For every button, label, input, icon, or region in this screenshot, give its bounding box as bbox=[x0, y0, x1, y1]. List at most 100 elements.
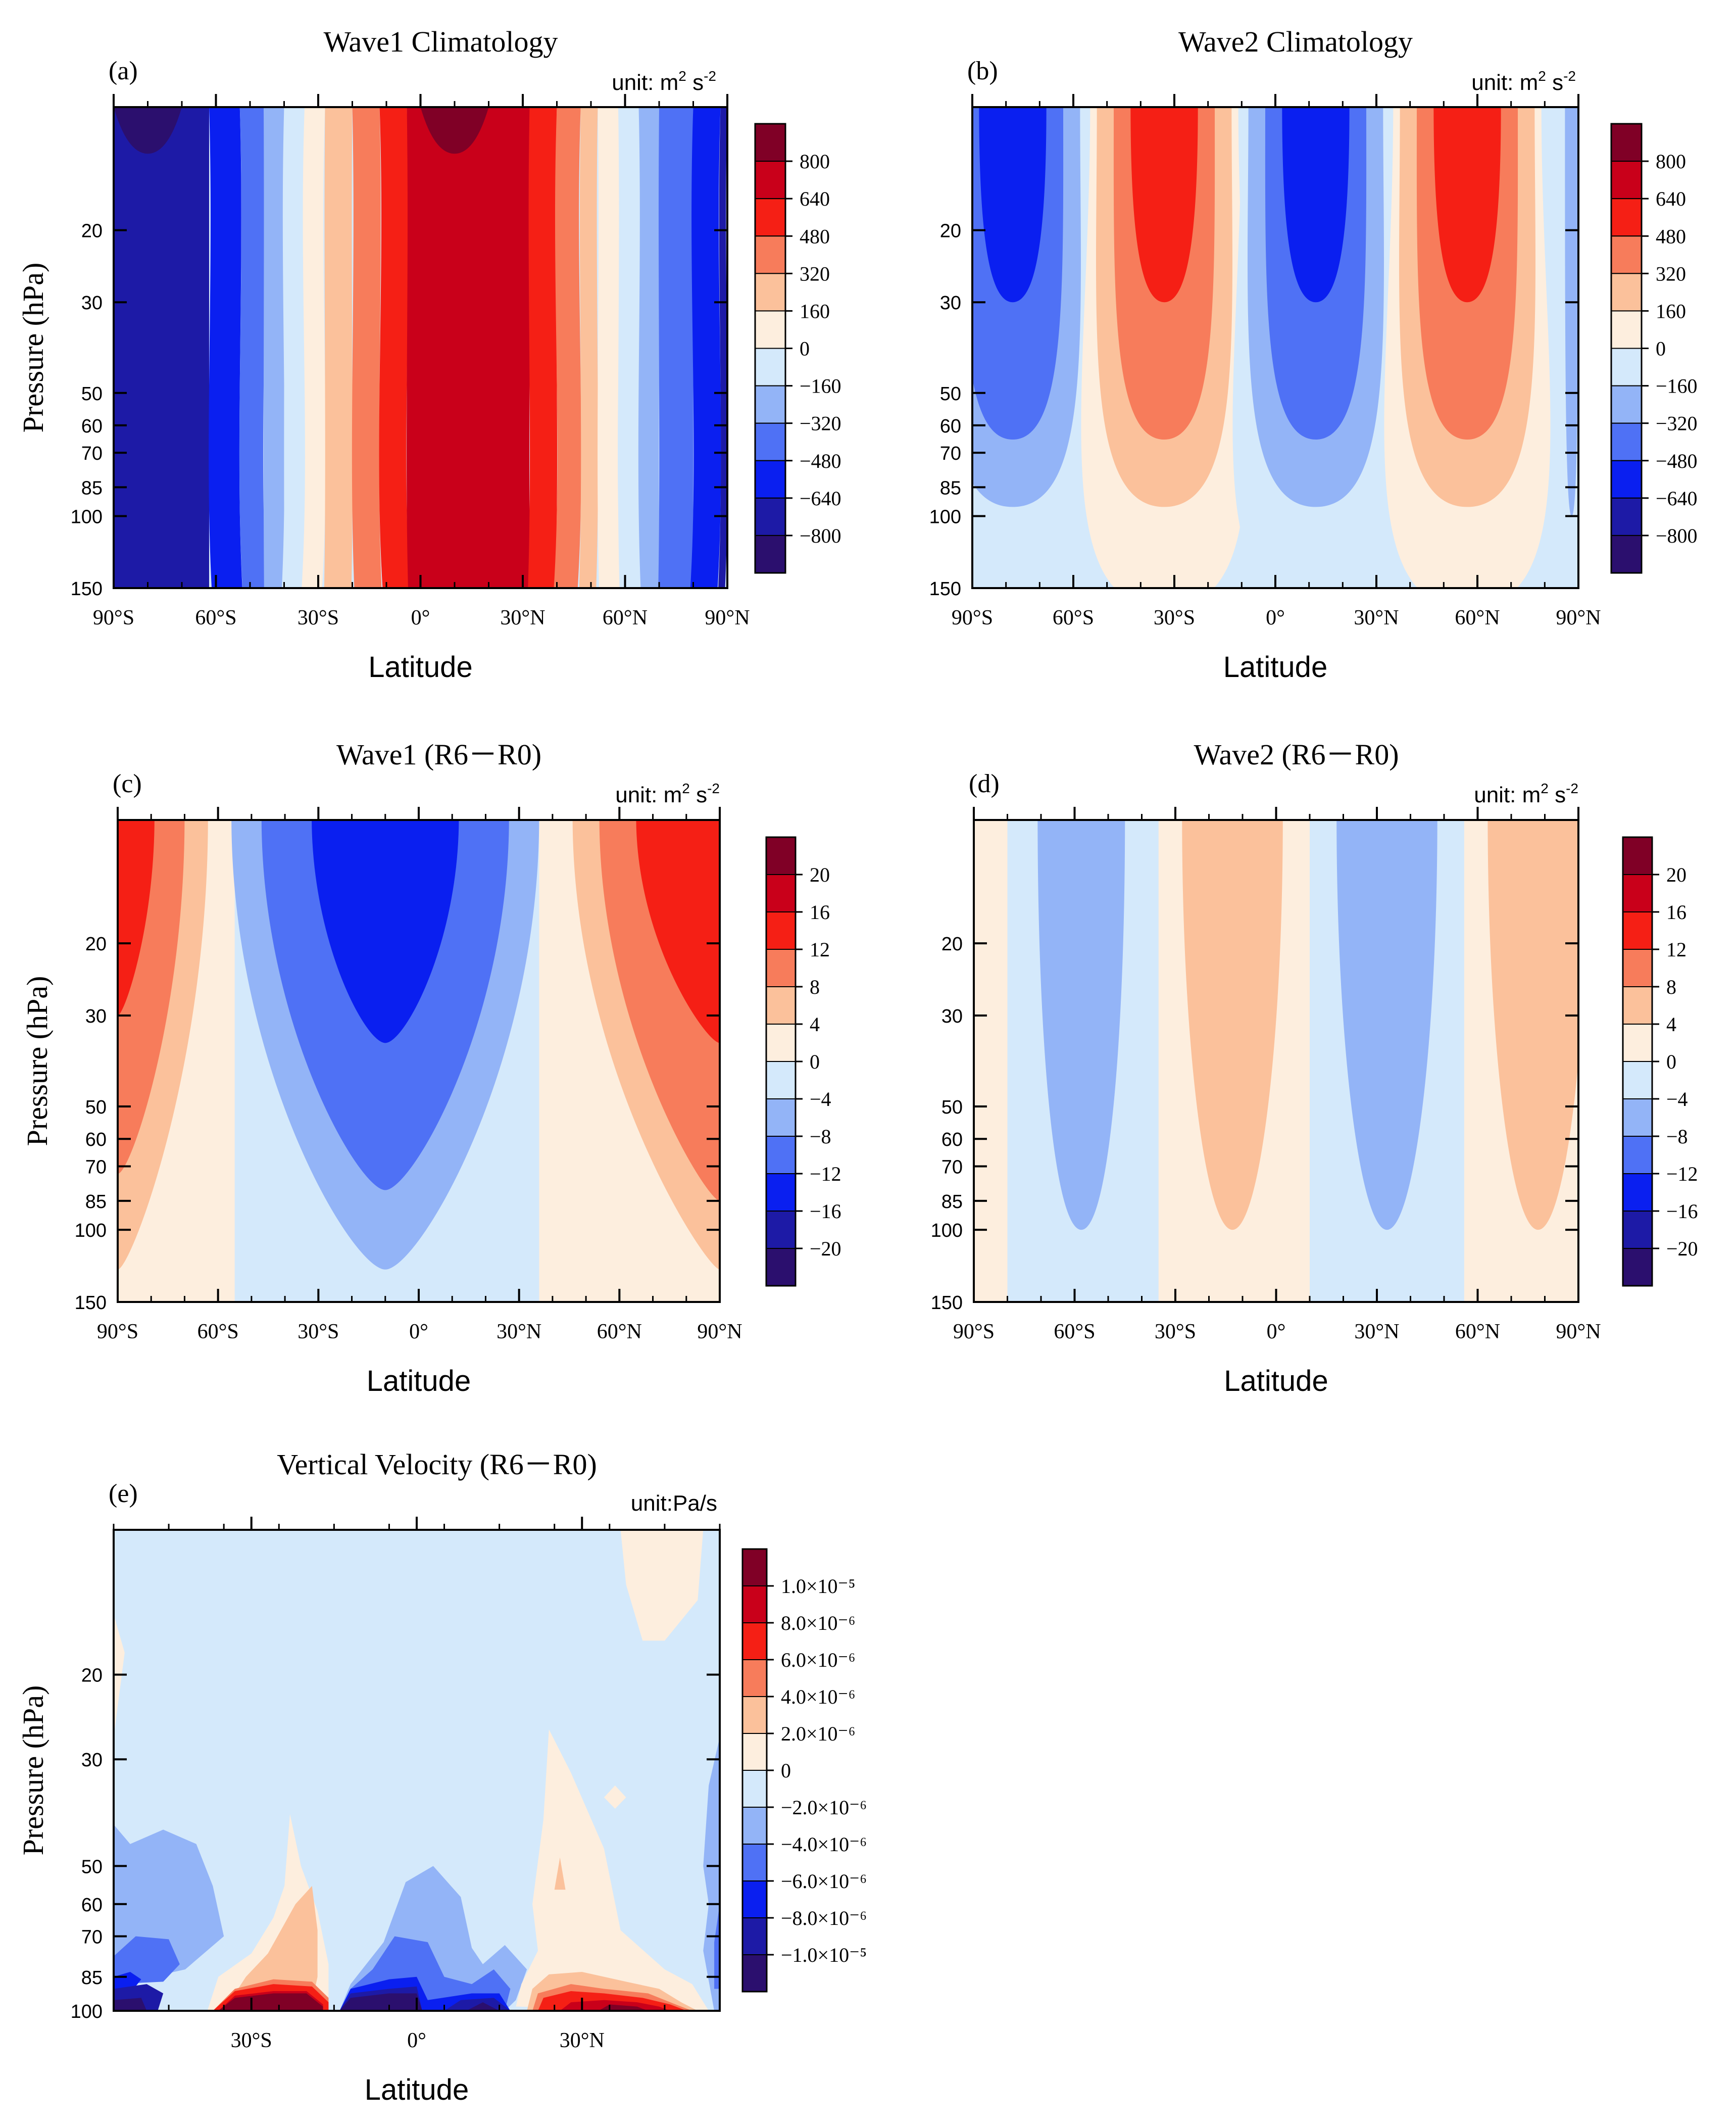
colorbar-box bbox=[755, 348, 786, 386]
colorbar-box bbox=[1611, 422, 1642, 461]
contour-band bbox=[528, 107, 558, 588]
x-axis-label: Latitude bbox=[368, 651, 472, 684]
contour-lobe bbox=[118, 820, 155, 1016]
colorbar-label: −480 bbox=[800, 450, 841, 472]
y-tick-label: 70 bbox=[85, 1157, 107, 1178]
colorbar-box bbox=[742, 1733, 767, 1771]
colorbar-label: −1.0×10⁻⁵ bbox=[781, 1944, 867, 1966]
panel-e: 30°S 0° 30°N 20 30 50 60 70 85 100 Latitude Pressur… bbox=[17, 1448, 867, 2106]
x-axis-label: Latitude bbox=[1224, 1365, 1328, 1397]
colorbar-label: −8 bbox=[810, 1125, 831, 1148]
unit-sup: 2 bbox=[682, 781, 690, 796]
panel-label: (e) bbox=[109, 1479, 138, 1508]
y-tick-label: 50 bbox=[81, 383, 103, 405]
colorbar-box bbox=[1611, 385, 1642, 424]
contour-field bbox=[118, 820, 720, 1302]
contour-band bbox=[239, 107, 267, 588]
y-tick-label: 50 bbox=[941, 1097, 963, 1118]
colorbar-label: −640 bbox=[1656, 487, 1698, 510]
contour-field bbox=[974, 820, 1578, 1302]
y-tick-label: 85 bbox=[941, 1191, 963, 1213]
colorbar-box bbox=[1622, 911, 1653, 950]
colorbar-label: 6.0×10⁻⁶ bbox=[781, 1649, 856, 1671]
contour-band bbox=[114, 107, 209, 588]
y-tick-label: 85 bbox=[81, 1967, 103, 1989]
x-tick-label: 30°S bbox=[297, 606, 339, 630]
y-tick-label: 20 bbox=[941, 934, 963, 955]
x-tick-label: 60°S bbox=[1054, 1320, 1095, 1343]
colorbar-label: −320 bbox=[800, 412, 841, 435]
unit-label: unit: m2 s-2 bbox=[1474, 781, 1578, 807]
y-tick-label: 30 bbox=[940, 293, 961, 314]
y-tick-label: 30 bbox=[85, 1006, 107, 1027]
contour-band bbox=[379, 107, 410, 588]
colorbar-box bbox=[1622, 986, 1653, 1025]
contour-band bbox=[598, 107, 620, 588]
x-axis-label: Latitude bbox=[365, 2073, 469, 2106]
x-tick-label: 60°N bbox=[1455, 606, 1500, 630]
colorbar-box bbox=[766, 949, 796, 987]
contour-lobe bbox=[1037, 820, 1125, 1230]
x-tick-label: 60°N bbox=[1455, 1320, 1500, 1343]
unit-text: unit: m bbox=[1471, 70, 1538, 95]
y-axis-label: Pressure (hPa) bbox=[21, 976, 54, 1146]
colorbar-box bbox=[742, 1917, 767, 1955]
colorbar-box bbox=[742, 1807, 767, 1845]
y-tick-label: 150 bbox=[75, 1292, 107, 1314]
unit-text: unit: m bbox=[1474, 783, 1541, 807]
contour-band bbox=[618, 107, 642, 588]
contour-patch bbox=[620, 1530, 704, 1641]
colorbar-box bbox=[742, 1770, 767, 1808]
colorbar-box bbox=[1611, 460, 1642, 499]
unit-sup: 2 bbox=[1541, 781, 1549, 796]
x-tick-label: 60°S bbox=[197, 1320, 239, 1343]
x-tick-label: 30°N bbox=[1354, 1320, 1399, 1343]
x-tick-label: 30°S bbox=[1154, 606, 1195, 630]
colorbar-box bbox=[742, 1844, 767, 1881]
colorbar-box bbox=[1622, 1173, 1653, 1212]
x-tick-label: 0° bbox=[407, 2029, 426, 2052]
y-tick-label: 50 bbox=[940, 383, 961, 405]
colorbar-box bbox=[1622, 1024, 1653, 1062]
colorbar-label: 640 bbox=[800, 187, 830, 210]
contour-band bbox=[638, 107, 661, 588]
colorbar-label: 1.0×10⁻⁵ bbox=[781, 1575, 856, 1598]
colorbar-box bbox=[1622, 1248, 1653, 1286]
colorbar-label: −800 bbox=[1656, 524, 1698, 547]
colorbar-box bbox=[755, 460, 786, 499]
y-tick-label: 150 bbox=[929, 578, 961, 600]
contour-band bbox=[302, 107, 326, 588]
panel-title: Wave1 (R6－R0) bbox=[336, 738, 541, 771]
contour-blob bbox=[114, 107, 182, 154]
unit-text: s bbox=[690, 783, 707, 807]
y-tick-label: 100 bbox=[75, 1220, 107, 1241]
y-tick-label: 100 bbox=[71, 506, 103, 527]
x-tick-label: 90°S bbox=[97, 1320, 138, 1343]
colorbar-box bbox=[1611, 497, 1642, 536]
colorbar: 20 16 12 8 4 0 −4 −8 −12 −16 −20 bbox=[1622, 836, 1698, 1287]
contour-field bbox=[114, 1530, 720, 2011]
contour-band bbox=[407, 107, 531, 588]
unit-text: s bbox=[1549, 783, 1566, 807]
y-tick-label: 85 bbox=[81, 477, 103, 499]
panel-label: (a) bbox=[109, 57, 138, 85]
x-tick-label: 90°N bbox=[1556, 1320, 1601, 1343]
x-tick-label: 30°S bbox=[231, 2029, 272, 2052]
colorbar-label: −800 bbox=[800, 524, 841, 547]
colorbar-box bbox=[766, 1211, 796, 1249]
colorbar-label: 480 bbox=[800, 225, 830, 248]
unit-sup: -2 bbox=[1563, 68, 1576, 84]
contour-band bbox=[690, 107, 721, 588]
colorbar-box bbox=[755, 235, 786, 274]
contour-lobe bbox=[1487, 820, 1578, 1230]
panel-d: 90°S 60°S 30°S 0° 30°N 60°N 90°N20305060708510… bbox=[931, 738, 1698, 1397]
x-tick-label: 60°S bbox=[195, 606, 236, 630]
colorbar-box bbox=[742, 1659, 767, 1697]
colorbar-box bbox=[742, 1549, 767, 1586]
y-tick-label: 100 bbox=[931, 1220, 963, 1241]
colorbar-box bbox=[766, 1061, 796, 1099]
colorbar-box bbox=[1611, 235, 1642, 274]
contour-lobe bbox=[312, 820, 459, 1043]
colorbar-box bbox=[755, 161, 786, 200]
x-tick-label: 30°N bbox=[497, 1320, 541, 1343]
